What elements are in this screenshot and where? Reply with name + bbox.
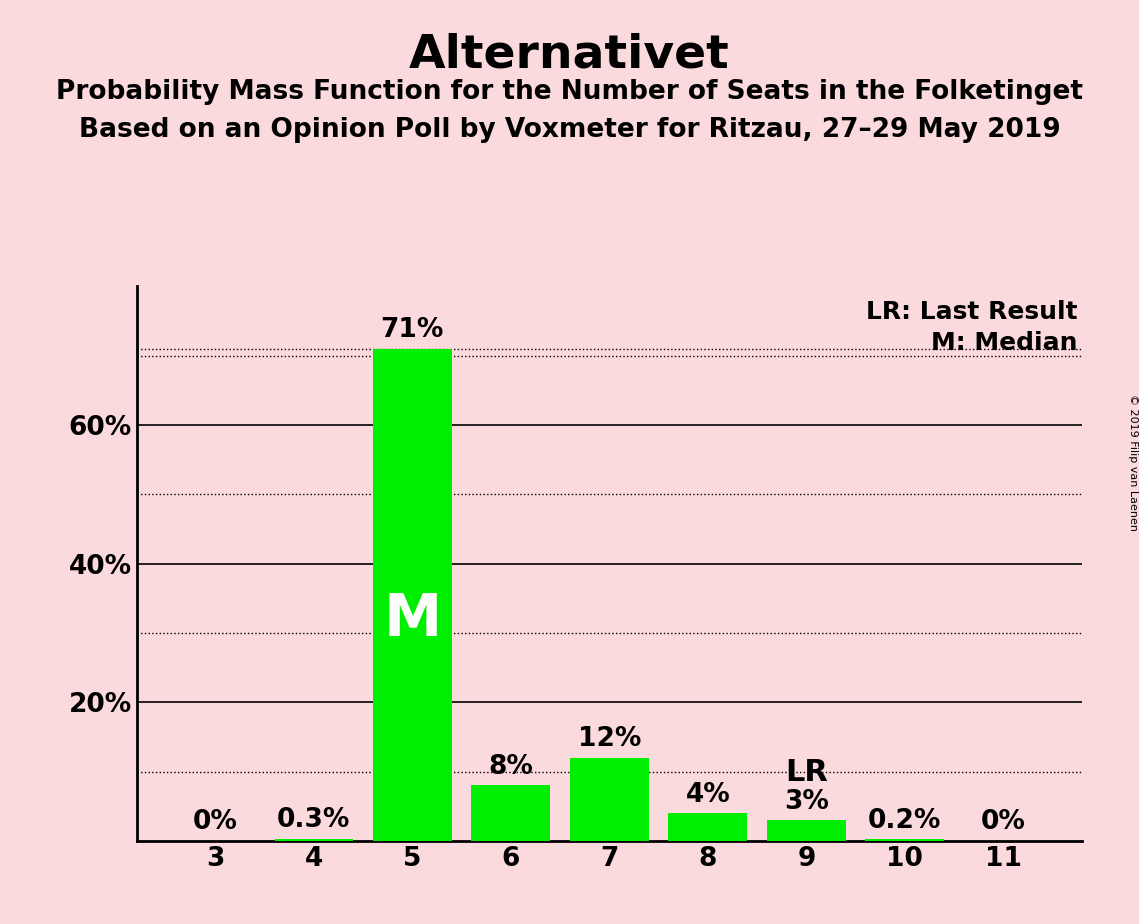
Text: 71%: 71%: [380, 317, 444, 344]
Text: 0.3%: 0.3%: [277, 808, 351, 833]
Text: Alternativet: Alternativet: [409, 32, 730, 78]
Text: Probability Mass Function for the Number of Seats in the Folketinget: Probability Mass Function for the Number…: [56, 79, 1083, 104]
Bar: [472, 785, 550, 841]
Bar: [570, 758, 649, 841]
Bar: [669, 813, 747, 841]
Bar: [372, 349, 452, 841]
Text: 3%: 3%: [784, 788, 829, 815]
Text: 8%: 8%: [489, 754, 533, 780]
Text: LR: LR: [785, 758, 828, 787]
Bar: [866, 839, 944, 841]
Text: 4%: 4%: [686, 782, 730, 808]
Text: © 2019 Filip van Laenen: © 2019 Filip van Laenen: [1129, 394, 1138, 530]
Text: LR: Last Result: LR: Last Result: [866, 300, 1077, 324]
Text: 0%: 0%: [192, 809, 238, 835]
Text: Based on an Opinion Poll by Voxmeter for Ritzau, 27–29 May 2019: Based on an Opinion Poll by Voxmeter for…: [79, 117, 1060, 143]
Text: 0.2%: 0.2%: [868, 808, 942, 833]
Text: M: Median: M: Median: [931, 331, 1077, 355]
Text: 12%: 12%: [577, 726, 641, 752]
Text: M: M: [384, 591, 442, 648]
Bar: [767, 821, 845, 841]
Text: 0%: 0%: [981, 809, 1026, 835]
Bar: [274, 839, 353, 841]
